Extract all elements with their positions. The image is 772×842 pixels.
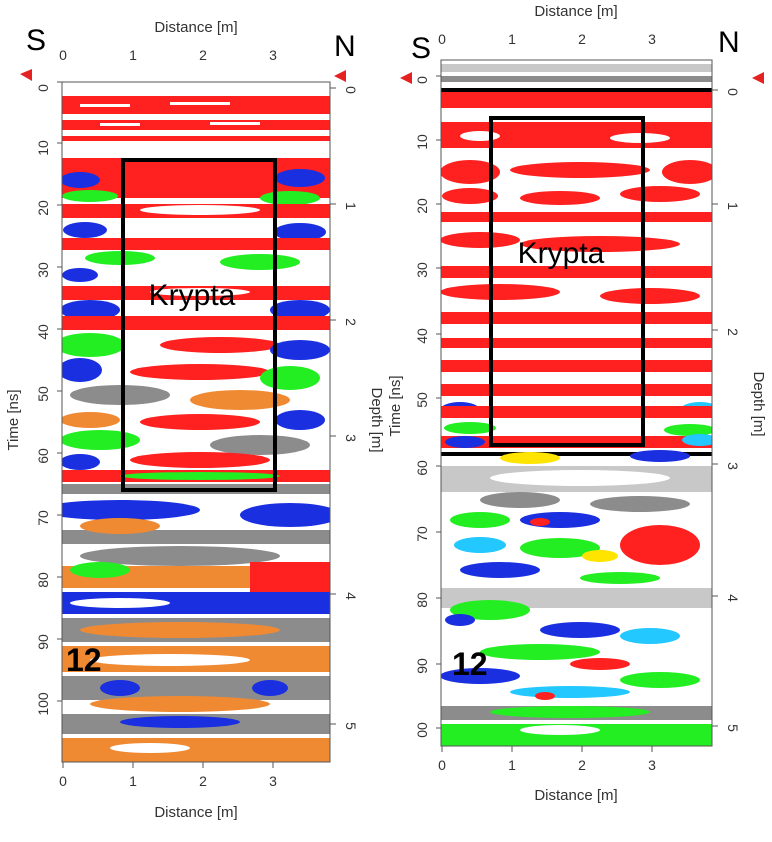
left-marker-left <box>20 69 32 81</box>
right-depth-tick: 4 <box>725 594 741 602</box>
left-direction-n: N <box>334 30 356 63</box>
left-time-tick: 90 <box>35 634 51 650</box>
left-radargram-image <box>62 82 330 762</box>
left-depth-tick-marks <box>330 87 336 725</box>
right-time-tick: 30 <box>414 262 430 278</box>
left-bottom-distance-tick: 1 <box>129 773 137 789</box>
right-time-ticks: 0 10 20 30 40 50 60 70 80 90 00 <box>414 76 430 738</box>
left-bottom-distance-tick: 2 <box>199 773 207 789</box>
left-depth-tick: 1 <box>343 202 359 210</box>
right-time-tick: 50 <box>414 392 430 408</box>
right-top-distance-ticks: 0 1 2 3 <box>438 31 656 47</box>
right-top-distance-tick: 1 <box>508 31 516 47</box>
left-depth-tick: 5 <box>343 722 359 730</box>
left-panel: Distance [m] 0 1 2 3 S N <box>5 19 385 821</box>
right-depth-ticks: 0 1 2 3 4 5 <box>725 88 741 732</box>
right-time-tick: 10 <box>414 134 430 150</box>
right-marker-right <box>752 72 764 84</box>
left-time-ticks: 0 10 20 30 40 50 60 70 80 90 100 <box>35 84 51 716</box>
right-top-distance-tick: 3 <box>648 31 656 47</box>
right-panel: Distance [m] 0 1 2 3 S N <box>387 3 767 804</box>
right-anomaly-box <box>489 116 645 447</box>
left-marker-right <box>334 70 346 82</box>
right-marker-left <box>400 72 412 84</box>
left-time-tick: 10 <box>35 140 51 156</box>
left-bottom-distance-tick: 0 <box>59 773 67 789</box>
left-distance-title-top: Distance [m] <box>154 19 237 36</box>
right-bottom-distance-tick: 3 <box>648 757 656 773</box>
right-anomaly-label: Krypta <box>518 237 605 270</box>
right-depth-tick: 0 <box>725 88 741 96</box>
right-direction-s: S <box>411 32 431 65</box>
right-time-tick: 90 <box>414 658 430 674</box>
right-direction-n: N <box>718 26 740 59</box>
left-distance-title-bottom: Distance [m] <box>154 804 237 821</box>
right-top-distance-tick: 0 <box>438 31 446 47</box>
left-bottom-distance-ticks: 0 1 2 3 <box>59 773 277 789</box>
right-time-tick: 0 <box>414 76 430 84</box>
right-plot-frame <box>440 59 713 747</box>
left-depth-tick: 2 <box>343 318 359 326</box>
right-distance-title-bottom: Distance [m] <box>534 787 617 804</box>
right-time-tick: 40 <box>414 328 430 344</box>
right-bottom-distance-tick: 0 <box>438 757 446 773</box>
right-time-axis-title: Time [ns] <box>387 375 404 436</box>
left-profile-id: 12 <box>66 642 102 678</box>
left-anomaly-label: Krypta <box>149 279 236 312</box>
left-direction-s: S <box>26 24 46 57</box>
right-time-tick: 00 <box>414 722 430 738</box>
left-anomaly-box <box>121 158 277 492</box>
right-bottom-tick-marks <box>441 746 653 752</box>
left-time-tick: 50 <box>35 386 51 402</box>
left-bottom-distance-tick: 3 <box>269 773 277 789</box>
right-depth-tick-marks <box>712 89 718 727</box>
left-top-distance-tick: 0 <box>59 47 67 63</box>
right-time-tick-marks <box>436 75 441 729</box>
left-top-distance-tick: 2 <box>199 47 207 63</box>
left-time-tick: 80 <box>35 572 51 588</box>
left-depth-axis-title: Depth [m] <box>368 387 385 452</box>
right-radargram-image <box>441 60 712 746</box>
right-depth-tick: 2 <box>725 328 741 336</box>
left-plot-frame <box>61 81 331 763</box>
right-time-tick: 60 <box>414 460 430 476</box>
right-depth-tick: 1 <box>725 202 741 210</box>
left-time-axis-title: Time [ns] <box>5 389 22 450</box>
right-profile-id: 12 <box>452 646 488 682</box>
right-time-tick: 80 <box>414 592 430 608</box>
left-time-tick: 20 <box>35 200 51 216</box>
left-time-tick: 30 <box>35 262 51 278</box>
left-top-distance-tick: 1 <box>129 47 137 63</box>
left-bottom-tick-marks <box>62 762 274 768</box>
left-depth-tick: 3 <box>343 434 359 442</box>
left-depth-tick: 4 <box>343 592 359 600</box>
left-top-distance-tick: 3 <box>269 47 277 63</box>
left-time-tick: 100 <box>35 692 51 716</box>
left-time-tick: 70 <box>35 510 51 526</box>
right-time-tick: 70 <box>414 526 430 542</box>
right-time-tick: 20 <box>414 198 430 214</box>
right-depth-tick: 3 <box>725 462 741 470</box>
right-depth-axis-title: Depth [m] <box>750 371 767 436</box>
left-top-distance-ticks: 0 1 2 3 <box>59 47 277 63</box>
right-bottom-distance-tick: 2 <box>578 757 586 773</box>
left-time-tick-marks <box>57 81 62 702</box>
left-time-tick: 40 <box>35 324 51 340</box>
right-bottom-distance-ticks: 0 1 2 3 <box>438 757 656 773</box>
left-depth-tick: 0 <box>343 86 359 94</box>
left-time-tick: 60 <box>35 448 51 464</box>
right-bottom-distance-tick: 1 <box>508 757 516 773</box>
right-depth-tick: 5 <box>725 724 741 732</box>
right-top-distance-tick: 2 <box>578 31 586 47</box>
right-distance-title-top: Distance [m] <box>534 3 617 20</box>
left-time-tick: 0 <box>35 84 51 92</box>
left-depth-ticks: 0 1 2 3 4 5 <box>343 86 359 730</box>
